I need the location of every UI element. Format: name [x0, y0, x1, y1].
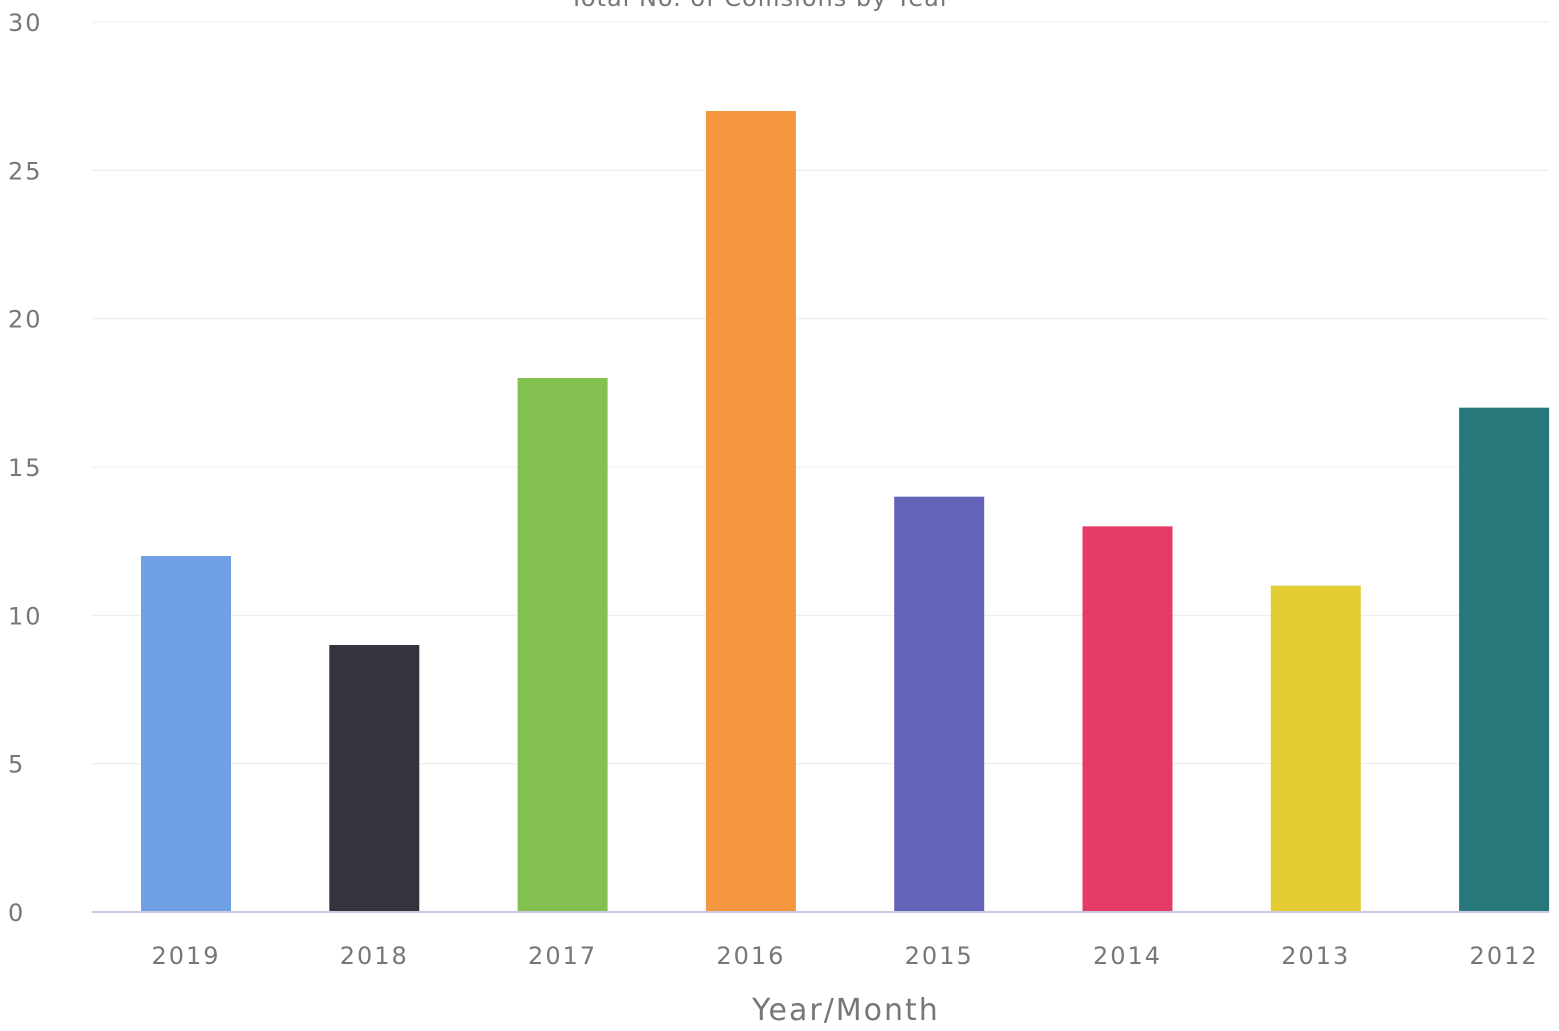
- bar-2018[interactable]: [329, 645, 420, 912]
- y-tick-label: 15: [8, 454, 43, 482]
- y-tick-label: 25: [8, 157, 43, 185]
- x-tick-label: 2014: [1093, 942, 1162, 970]
- bar-2019[interactable]: [141, 556, 231, 912]
- bars: [141, 111, 1550, 912]
- bar-2014[interactable]: [1082, 526, 1173, 912]
- y-tick-label: 0: [8, 899, 25, 927]
- x-tick-label: 2017: [528, 942, 597, 970]
- y-tick-label: 10: [8, 602, 43, 630]
- bar-2012[interactable]: [1459, 407, 1550, 912]
- x-tick-label: 2016: [716, 942, 785, 970]
- bar-2016[interactable]: [705, 111, 796, 912]
- y-tick-label: 30: [8, 9, 43, 37]
- x-tick-label: 2013: [1281, 942, 1350, 970]
- y-tick-label: 20: [8, 306, 43, 334]
- y-tick-label: 5: [8, 751, 25, 779]
- x-axis-title: Year/Month: [751, 993, 940, 1028]
- bar-2013[interactable]: [1270, 585, 1361, 912]
- x-tick-label: 2012: [1470, 942, 1539, 970]
- x-tick-label: 2019: [151, 942, 220, 970]
- bar-2015[interactable]: [894, 496, 985, 912]
- x-axis-ticks: 2019 2018 2017 2016 2015 2014 2013 2012: [151, 942, 1539, 970]
- chart-title: Total No. of Collisions by Year: [568, 0, 950, 12]
- bar-2017[interactable]: [517, 378, 608, 912]
- y-axis-ticks: 0 5 10 15 20 25 30: [8, 9, 43, 927]
- x-tick-label: 2015: [905, 942, 974, 970]
- x-tick-label: 2018: [340, 942, 409, 970]
